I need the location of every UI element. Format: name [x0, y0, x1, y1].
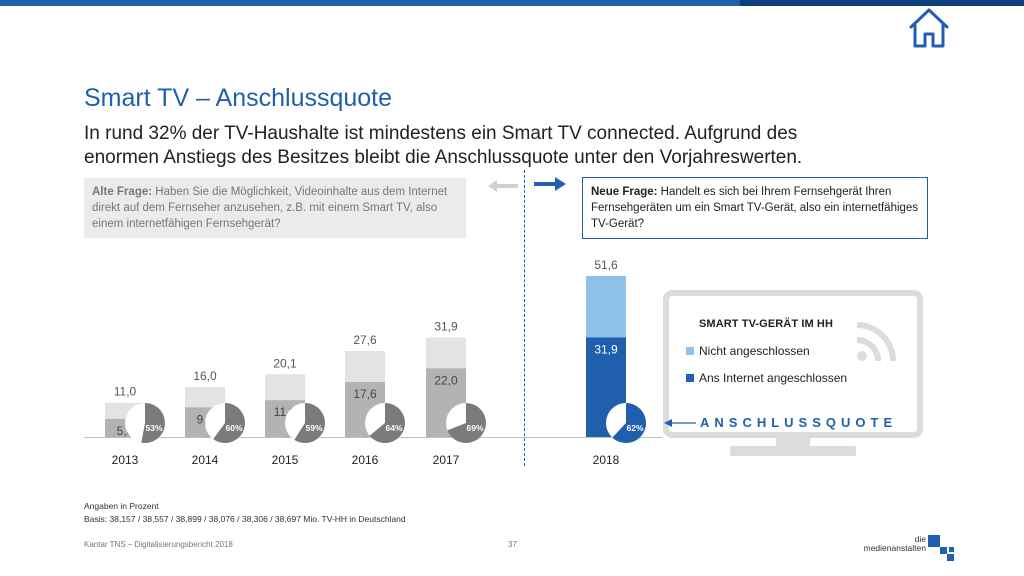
pie-slice-2013	[141, 403, 165, 443]
arrow-left-icon	[488, 180, 518, 192]
legend-label-not-connected: Nicht angeschlossen	[699, 344, 810, 358]
legend-label-connected: Ans Internet angeschlossen	[699, 371, 848, 385]
quote-label-2018: 62%	[626, 423, 643, 433]
footnote-basis: Basis: 38,157 / 38,557 / 38,899 / 38,076…	[84, 514, 406, 524]
old-new-divider	[524, 170, 525, 466]
logo-line-1: die	[914, 534, 926, 544]
category-label-2015: 2015	[272, 453, 299, 467]
logo-icon	[928, 535, 954, 561]
new-question-text: Handelt es sich bei Ihrem Fernsehgerät I…	[591, 186, 919, 230]
total-label-2017: 31,9	[434, 319, 458, 333]
pie-slice-2015	[294, 403, 325, 443]
new-question-label: Neue Frage:	[591, 186, 658, 198]
connected-label-2017: 22,0	[434, 373, 458, 387]
category-label-2013: 2013	[112, 453, 139, 467]
pie-slice-2016	[369, 403, 405, 443]
category-label-2017: 2017	[433, 453, 460, 467]
page-title: Smart TV – Anschlussquote	[84, 84, 393, 112]
total-label-2016: 27,6	[353, 333, 377, 347]
quote-label-2013: 53%	[145, 423, 162, 433]
total-label-2014: 16,0	[193, 369, 217, 383]
category-label-2014: 2014	[192, 453, 219, 467]
category-label-2018: 2018	[593, 453, 620, 467]
quote-arrow-icon	[664, 419, 696, 427]
new-question-box: Neue Frage: Handelt es sich bei Ihrem Fe…	[582, 177, 928, 239]
footer-source: Kantar TNS – Digitalisierungsbericht 201…	[84, 540, 233, 549]
tv-icon	[663, 290, 923, 438]
quote-label-2017: 69%	[466, 423, 483, 433]
footnote-unit: Angaben in Prozent	[84, 501, 159, 511]
legend-swatch-connected	[686, 373, 694, 382]
top-bar-accent	[740, 0, 1024, 6]
page-subtitle: In rund 32% der TV-Haushalte ist mindest…	[84, 123, 803, 168]
quote-label-2015: 59%	[305, 423, 322, 433]
pie-slice-2017	[447, 403, 487, 443]
pie-slice-2014	[213, 403, 246, 443]
connected-label-2018: 31,9	[594, 342, 618, 356]
quote-label-2016: 64%	[385, 423, 402, 433]
quote-label-2014: 60%	[225, 423, 242, 433]
legend-title: SMART TV-GERÄT IM HH	[699, 318, 833, 330]
total-label-2013: 11,0	[114, 385, 137, 399]
logo-line-2: medienanstalten	[863, 543, 926, 553]
top-bar	[0, 0, 1024, 6]
legend-item-connected: Ans Internet angeschlossen	[686, 371, 847, 385]
wifi-icon	[856, 322, 896, 362]
tv-stand	[730, 436, 856, 456]
home-icon[interactable]	[906, 6, 952, 50]
old-question-text: Haben Sie die Möglichkeit, Videoinhalte …	[92, 186, 448, 230]
old-question-label: Alte Frage:	[92, 186, 153, 198]
total-label-2018: 51,6	[594, 258, 618, 272]
category-label-2016: 2016	[352, 453, 379, 467]
anschlussquote-label: ANSCHLUSSQUOTE	[700, 415, 898, 430]
old-question-box: Alte Frage: Haben Sie die Möglichkeit, V…	[84, 178, 466, 238]
total-label-2015: 20,1	[273, 356, 297, 370]
legend-swatch-not-connected	[686, 346, 694, 355]
logo-text: die medienanstalten	[850, 535, 926, 553]
connected-label-2016: 17,6	[353, 387, 377, 401]
pie-slice-2018	[612, 403, 646, 443]
arrow-right-icon	[534, 177, 566, 191]
page-number: 37	[508, 540, 517, 549]
legend-item-not-connected: Nicht angeschlossen	[686, 344, 810, 358]
